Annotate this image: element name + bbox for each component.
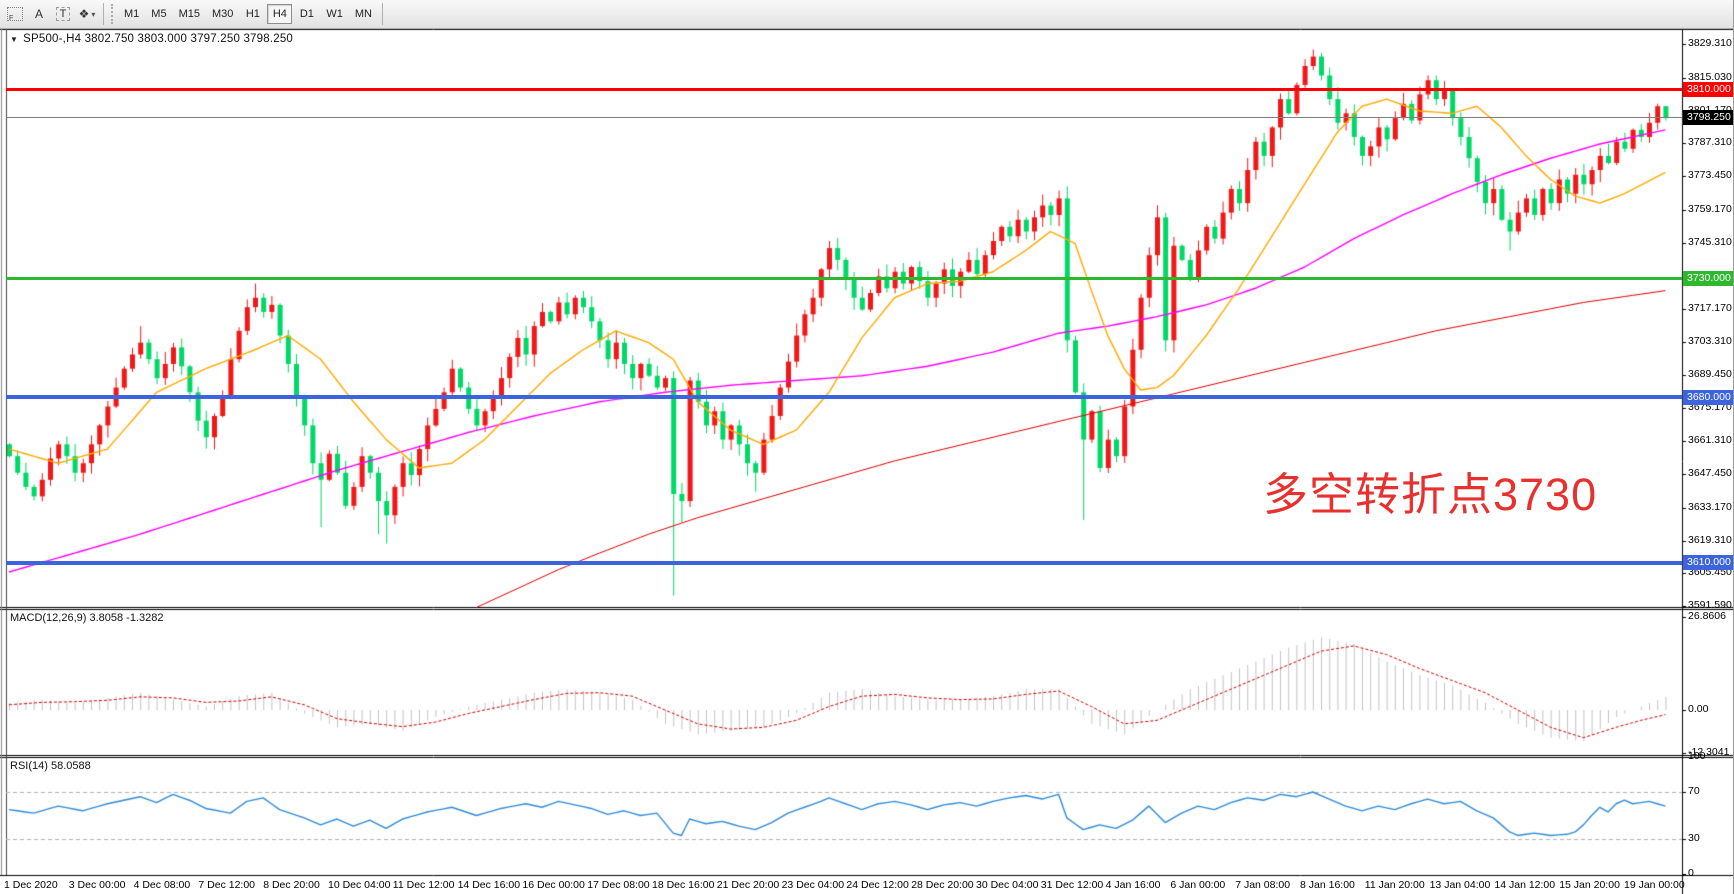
- price-axis-tick: 3717.170: [1688, 302, 1732, 315]
- dropdown-caret-icon[interactable]: ▾: [91, 9, 96, 19]
- time-axis-label: 15 Jan 20:00: [1559, 879, 1620, 891]
- time-axis-label: 6 Jan 00:00: [1170, 879, 1226, 891]
- timeframe-H4-button[interactable]: H4: [267, 4, 293, 24]
- price-axis-tick: 3759.170: [1688, 202, 1732, 215]
- time-axis-label: 7 Dec 12:00: [198, 879, 256, 891]
- diamond-cursor-icon: ❖: [78, 7, 90, 21]
- level-line-3810.000[interactable]: [6, 88, 1682, 92]
- time-axis-label: 17 Dec 08:00: [587, 879, 650, 891]
- time-axis-label: 19 Jan 00:00: [1624, 879, 1685, 891]
- time-axis-label: 7 Jan 08:00: [1235, 879, 1291, 891]
- price-axis-tick: 3829.310: [1688, 37, 1732, 49]
- toolbar-separator: [103, 3, 104, 25]
- time-axis-label: 11 Jan 20:00: [1364, 879, 1425, 891]
- time-axis-label: 8 Dec 20:00: [263, 879, 320, 891]
- time-axis-label: 23 Dec 04:00: [781, 879, 845, 891]
- timeframe-M1-button[interactable]: M1: [124, 8, 140, 20]
- timeframe-M5-button[interactable]: M5: [151, 8, 167, 20]
- current-price-line: [6, 116, 1682, 118]
- time-axis-label: 1 Dec 2020: [4, 879, 58, 891]
- price-badge-3810.000: 3810.000: [1683, 82, 1733, 98]
- price-axis-tick: 3773.450: [1688, 169, 1732, 182]
- time-axis-label: 13 Jan 04:00: [1429, 879, 1491, 891]
- macd-axis-tick: 26.8606: [1688, 609, 1726, 622]
- timeframe-M30-button[interactable]: M30: [211, 8, 234, 20]
- level-line-3610.000[interactable]: [6, 560, 1682, 565]
- grid-icon: F: [7, 7, 23, 22]
- price-axis-tick: 3661.310: [1688, 434, 1732, 447]
- chart-grid-icon[interactable]: F: [4, 4, 26, 24]
- time-axis-label: 3 Dec 00:00: [68, 879, 126, 891]
- time-axis-label: 14 Jan 12:00: [1494, 879, 1556, 891]
- price-axis-tick: 3619.310: [1688, 533, 1732, 546]
- rsi-axis-tick: 30: [1688, 832, 1700, 844]
- timeframe-W1-button[interactable]: W1: [326, 8, 343, 20]
- time-axis-label: 24 Dec 12:00: [846, 879, 909, 891]
- time-axis-label: 18 Dec 16:00: [652, 879, 715, 891]
- object-tool-button[interactable]: ❖ ▾: [76, 4, 98, 24]
- time-axis-label: 21 Dec 20:00: [716, 879, 780, 891]
- time-axis-label: 14 Dec 16:00: [457, 879, 521, 891]
- macd-axis-tick: -12.3041: [1688, 745, 1730, 758]
- time-axis-label: 30 Dec 04:00: [976, 879, 1039, 891]
- timeframe-H1-button[interactable]: H1: [245, 8, 260, 20]
- price-axis-tick: 3815.030: [1688, 70, 1732, 83]
- time-axis-label: 16 Dec 00:00: [522, 879, 585, 891]
- level-line-3730.000[interactable]: [6, 277, 1682, 281]
- macd-axis-tick: 0.00: [1688, 703, 1709, 715]
- symbol-title: ▼ SP500-,H4 3802.750 3803.000 3797.250 37…: [10, 33, 293, 45]
- textbox-icon: T: [55, 7, 71, 21]
- toolbar-separator: [381, 3, 383, 25]
- timeframe-D1-button[interactable]: D1: [299, 8, 314, 20]
- time-axis-label: 31 Dec 12:00: [1040, 879, 1104, 891]
- price-axis-tick: 3745.310: [1688, 235, 1732, 248]
- timeframe-MN-button[interactable]: MN: [354, 8, 372, 20]
- label-tool-button[interactable]: A: [34, 7, 43, 21]
- rsi-axis-tick: 100: [1688, 749, 1706, 762]
- time-axis-label: 11 Dec 12:00: [392, 879, 455, 891]
- rsi-axis-tick: 70: [1688, 785, 1700, 797]
- price-axis-tick: 3787.310: [1688, 136, 1732, 149]
- time-axis-label: 8 Jan 16:00: [1300, 879, 1355, 891]
- chevron-down-icon[interactable]: ▼: [10, 35, 19, 44]
- price-badge-3730.000: 3730.000: [1683, 271, 1733, 287]
- price-axis-tick: 3689.450: [1688, 367, 1732, 380]
- rsi-axis-tick: 0: [1688, 867, 1694, 880]
- time-axis-label: 28 Dec 20:00: [911, 879, 974, 891]
- time-axis-label: 10 Dec 04:00: [328, 879, 391, 891]
- time-axis-label: 4 Jan 16:00: [1105, 879, 1161, 891]
- textbox-tool-button[interactable]: T: [52, 4, 74, 24]
- price-badge-3610.000: 3610.000: [1683, 555, 1733, 571]
- symbol-ohlc-text: SP500-,H4 3802.750 3803.000 3797.250 379…: [23, 33, 294, 45]
- price-axis-tick: 3647.450: [1688, 467, 1732, 479]
- price-axis-tick: 3703.310: [1688, 334, 1732, 347]
- timeframe-M15-button[interactable]: M15: [178, 8, 200, 20]
- macd-indicator-label: MACD(12,26,9) 3.8058 -1.3282: [10, 612, 164, 624]
- current-price-badge: 3798.250: [1683, 109, 1733, 125]
- time-axis-label: 4 Dec 08:00: [133, 879, 191, 891]
- toolbar-drag-handle[interactable]: [111, 4, 115, 24]
- price-axis-tick: 3633.170: [1688, 500, 1732, 513]
- level-line-3680.000[interactable]: [6, 395, 1682, 400]
- toolbar: F A T ❖ ▾ M1 M5 M15 M30 H1 H4 D1 W1 MN: [0, 0, 1733, 29]
- rsi-indicator-label: RSI(14) 58.0588: [10, 760, 91, 772]
- price-axis-tick: 3591.590: [1688, 599, 1732, 612]
- price-badge-3680.000: 3680.000: [1683, 389, 1733, 405]
- chart-annotation-text[interactable]: 多空转折点3730: [1263, 469, 1598, 520]
